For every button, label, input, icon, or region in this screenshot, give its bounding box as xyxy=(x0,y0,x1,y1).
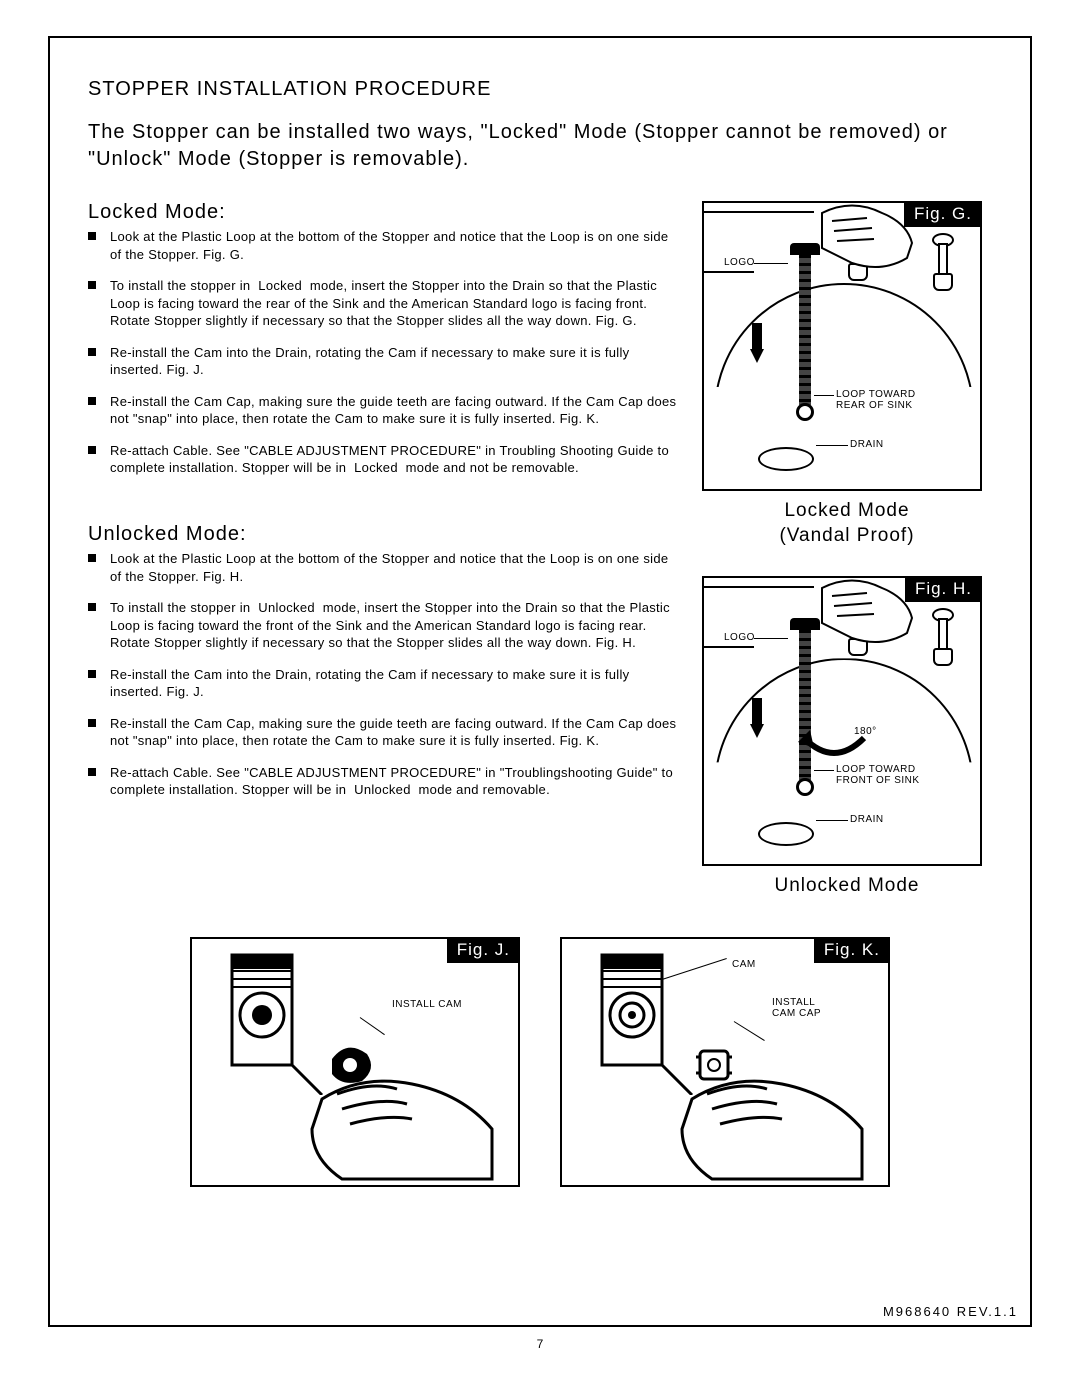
drain-icon xyxy=(758,447,814,471)
arrow-icon xyxy=(752,698,762,724)
figure-j: Fig. J. INSTALL CAM xyxy=(190,937,520,1187)
sink-edge xyxy=(704,211,814,213)
drain-label: DRAIN xyxy=(850,814,884,825)
drain-label: DRAIN xyxy=(850,439,884,450)
faucet-icon xyxy=(929,233,957,293)
sink-edge xyxy=(704,586,814,588)
arrow-icon xyxy=(750,349,764,363)
leader-line xyxy=(816,445,848,446)
leader-line xyxy=(754,638,788,639)
figure-g-wrap: Fig. G. xyxy=(702,201,992,548)
page-number: 7 xyxy=(0,1337,1080,1351)
figure-g: Fig. G. xyxy=(702,201,982,491)
hand-icon xyxy=(302,1069,502,1184)
right-column: Fig. G. xyxy=(702,201,992,899)
install-label: INSTALL CAM CAP xyxy=(772,997,821,1019)
leader-line xyxy=(734,1021,765,1041)
sink-edge xyxy=(704,271,754,273)
list-item: Look at the Plastic Loop at the bottom o… xyxy=(88,550,682,585)
faucet-icon xyxy=(929,608,957,668)
content-columns: Locked Mode: Look at the Plastic Loop at… xyxy=(88,201,992,899)
leader-line xyxy=(814,770,834,771)
locked-list: Look at the Plastic Loop at the bottom o… xyxy=(88,228,682,477)
list-item: To install the stopper in Locked mode, i… xyxy=(88,277,682,330)
figure-h: Fig. H. xyxy=(702,576,982,866)
unlocked-list: Look at the Plastic Loop at the bottom o… xyxy=(88,550,682,799)
list-item: To install the stopper in Unlocked mode,… xyxy=(88,599,682,652)
list-item: Re-install the Cam into the Drain, rotat… xyxy=(88,666,682,701)
stopper-icon xyxy=(790,243,820,423)
cam-label: CAM xyxy=(732,959,756,970)
arrow-icon xyxy=(750,724,764,738)
figure-k: Fig. K. CAM INSTALL CAM xyxy=(560,937,890,1187)
bottom-figures: Fig. J. INSTALL CAM xyxy=(88,937,992,1187)
angle-label: 180° xyxy=(854,726,877,737)
sink-edge xyxy=(704,646,754,648)
left-column: Locked Mode: Look at the Plastic Loop at… xyxy=(88,201,682,899)
figure-caption: Unlocked Mode xyxy=(702,874,992,899)
list-item: Re-attach Cable. See "CABLE ADJUSTMENT P… xyxy=(88,764,682,799)
page-frame: STOPPER INSTALLATION PROCEDURE The Stopp… xyxy=(48,36,1032,1327)
intro-text: The Stopper can be installed two ways, "… xyxy=(88,119,992,173)
list-item: Re-attach Cable. See "CABLE ADJUSTMENT P… xyxy=(88,442,682,477)
figure-h-wrap: Fig. H. xyxy=(702,576,992,899)
list-item: Re-install the Cam into the Drain, rotat… xyxy=(88,344,682,379)
page-title: STOPPER INSTALLATION PROCEDURE xyxy=(88,78,992,101)
list-item: Look at the Plastic Loop at the bottom o… xyxy=(88,228,682,263)
figure-label: Fig. K. xyxy=(814,937,890,963)
leader-line xyxy=(816,820,848,821)
hand-icon xyxy=(672,1069,872,1184)
drain-icon xyxy=(758,822,814,846)
loop-label: LOOP TOWARD REAR OF SINK xyxy=(836,389,916,411)
logo-label: LOGO xyxy=(724,632,755,643)
install-label: INSTALL CAM xyxy=(392,999,462,1010)
document-id: M968640 REV.1.1 xyxy=(883,1304,1018,1319)
figure-label: Fig. J. xyxy=(447,937,520,963)
locked-heading: Locked Mode: xyxy=(88,201,682,224)
hand-icon xyxy=(812,578,932,658)
list-item: Re-install the Cam Cap, making sure the … xyxy=(88,393,682,428)
figure-caption: Locked Mode (Vandal Proof) xyxy=(702,499,992,548)
leader-line xyxy=(360,1017,385,1035)
logo-label: LOGO xyxy=(724,257,755,268)
loop-label: LOOP TOWARD FRONT OF SINK xyxy=(836,764,920,786)
list-item: Re-install the Cam Cap, making sure the … xyxy=(88,715,682,750)
unlocked-heading: Unlocked Mode: xyxy=(88,523,682,546)
leader-line xyxy=(754,263,788,264)
leader-line xyxy=(814,395,834,396)
stopper-icon xyxy=(790,618,820,798)
hand-icon xyxy=(812,203,932,283)
arrow-icon xyxy=(752,323,762,349)
